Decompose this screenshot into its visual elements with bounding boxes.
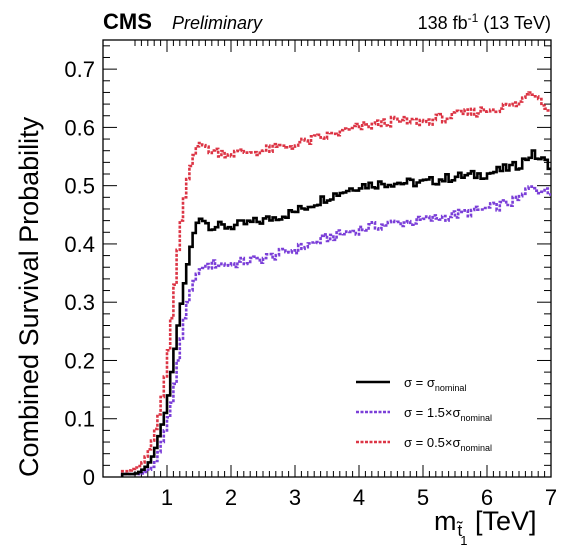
data-series xyxy=(120,91,551,477)
y-axis-label: Combined Survival Probability xyxy=(14,116,44,477)
y-tick-label: 0.4 xyxy=(64,232,95,257)
x-axis-label: mt̃ 1 [TeV] xyxy=(434,506,537,548)
legend-label-0: σ = σnominal xyxy=(404,375,466,393)
series-line-1 xyxy=(120,185,551,477)
y-tick-label: 0.6 xyxy=(64,115,95,140)
y-tick-label: 0.1 xyxy=(64,407,95,432)
x-tick-label: 5 xyxy=(417,485,429,510)
x-tick-label: 3 xyxy=(289,485,301,510)
x-tick-label: 4 xyxy=(353,485,365,510)
series-line-2 xyxy=(120,91,551,477)
preliminary-label: Preliminary xyxy=(172,13,263,33)
legend-label-1: σ = 1.5×σnominal xyxy=(404,405,492,423)
x-tick-label: 6 xyxy=(481,485,493,510)
y-tick-label: 0.5 xyxy=(64,174,95,199)
axis-ticks: 1 2 3 4 5 6 7 0 0.1 0.2 0.3 0.4 0.5 0.6 0.7 xyxy=(64,40,557,510)
y-tick-label: 0.7 xyxy=(64,57,95,82)
series-line-0 xyxy=(120,149,551,477)
x-tick-label: 2 xyxy=(225,485,237,510)
x-tick-label: 7 xyxy=(545,485,557,510)
y-tick-label: 0.3 xyxy=(64,290,95,315)
cms-label: CMS xyxy=(103,9,152,34)
y-tick-label: 0.2 xyxy=(64,348,95,373)
legend: σ = σnominal σ = 1.5×σnominal σ = 0.5×σnom… xyxy=(356,375,492,453)
legend-label-2: σ = 0.5×σnominal xyxy=(404,435,492,453)
lumi-label: 138 fb-1 (13 TeV) xyxy=(418,11,551,33)
x-tick-label: 1 xyxy=(161,485,173,510)
y-tick-label: 0 xyxy=(83,465,95,490)
